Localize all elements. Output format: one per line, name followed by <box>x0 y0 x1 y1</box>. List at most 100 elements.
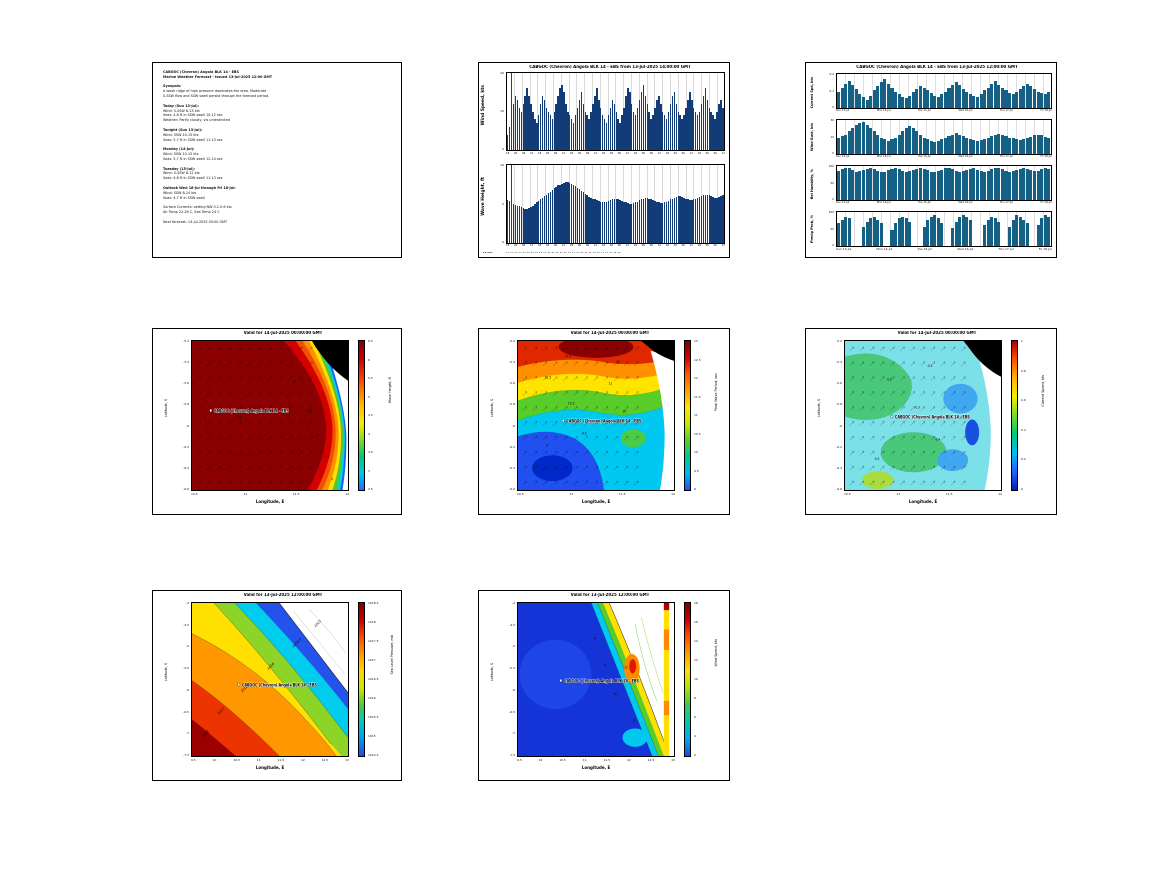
bar <box>619 123 621 150</box>
tick-label: 11 <box>896 492 901 496</box>
bar <box>1036 134 1040 154</box>
forecast-line: Air Temp 22-26 C, Sea Temp 24 C <box>163 210 220 215</box>
bar <box>1029 170 1033 200</box>
site-marker <box>890 414 894 419</box>
tick-label: 1015 <box>368 734 376 738</box>
site-label: CABGOC (Chevron) Angola BLK 14 - EBS <box>564 678 639 684</box>
bar <box>929 171 933 200</box>
bar <box>720 196 722 243</box>
tick-label: 00 <box>705 244 709 247</box>
map-title: Valid for 14-Jul-2025 00:00:00 GMT <box>570 330 650 335</box>
subplot0-yticks: 0.2 0.1 0 <box>823 73 834 109</box>
bar <box>954 221 958 246</box>
bar <box>702 195 705 243</box>
tick-label: Fri 18-Jul <box>1040 155 1052 158</box>
bar <box>636 201 639 243</box>
tick-label: 18 <box>569 244 574 247</box>
subplot1-axes <box>836 119 1052 155</box>
tick-label: -6 <box>512 687 515 692</box>
colorbar-label: Wind Speed, kts <box>714 639 718 667</box>
bar <box>530 207 532 243</box>
bar <box>975 97 979 108</box>
bar <box>584 111 586 150</box>
met-chart-panel: CABGOC (Chevron) Angola BLK 14 - EBS fro… <box>805 62 1057 258</box>
tick-label: Thu 17-Jul <box>998 247 1014 251</box>
bar <box>545 194 548 243</box>
lon-ticks: 9.5 10 10.5 11 11.5 12 12.5 13 <box>191 759 349 764</box>
forecast-line: Marine Weather Forecast - Issued 13-Jul-… <box>163 74 273 79</box>
bar <box>586 115 588 150</box>
bar <box>596 200 598 243</box>
bar <box>943 168 947 200</box>
wave-height-map: 6 5.5 5 4.5 4 3.5 CABGOC (Chevron) Angol… <box>192 341 348 490</box>
bar <box>876 170 880 200</box>
bar <box>1040 218 1044 246</box>
contour-label: 10.5 <box>568 401 575 405</box>
bar <box>926 139 930 154</box>
bar <box>879 82 883 108</box>
tick-label: 13 <box>671 758 675 762</box>
tick-label: 12 <box>300 758 305 762</box>
contour-label: 6 <box>594 636 596 640</box>
tick-label: -6.2 <box>183 444 189 449</box>
site-marker <box>209 408 213 413</box>
bar <box>926 90 930 108</box>
tick-label: 100 <box>828 164 834 168</box>
tick-label: 06 <box>649 244 654 247</box>
tick-label: 06 <box>617 244 622 247</box>
tick-label: 6.5 <box>368 339 373 343</box>
colorbar-label: Current Speed, kts <box>1041 375 1045 407</box>
map-title: Valid for 13-Jul-2025 12:00:00 GMT <box>570 592 650 597</box>
colorbar-ticks: 18 16 14 12 10 8 6 4 2 <box>694 602 710 757</box>
bar <box>894 91 898 108</box>
bar <box>1032 88 1036 108</box>
bar <box>890 87 894 108</box>
tick-label: 12.5 <box>647 758 655 762</box>
bar <box>936 170 940 200</box>
bar <box>549 115 552 150</box>
bar <box>968 139 972 154</box>
contour-label: 1015 <box>314 619 322 629</box>
bar <box>700 196 703 243</box>
map-plot: 1018 1017 1016.5 1016 1015.5 1015 CABGOC… <box>191 602 349 757</box>
bar <box>837 137 841 154</box>
bar <box>922 226 926 246</box>
bar <box>543 99 546 150</box>
wave-bars <box>507 165 724 243</box>
bar <box>516 99 519 150</box>
tick-label: 2.5 <box>368 487 373 491</box>
bar <box>975 169 979 200</box>
bar <box>861 169 865 200</box>
bar <box>869 128 873 154</box>
tick-label: 0.4 <box>1021 427 1026 432</box>
bar <box>872 131 876 154</box>
bar <box>613 103 615 150</box>
bar <box>605 201 608 243</box>
bar <box>951 84 955 108</box>
bar <box>958 171 962 200</box>
tick-label: 11 <box>694 413 698 417</box>
bar <box>897 169 901 200</box>
bar <box>951 134 955 154</box>
tick-label: 12 <box>593 244 598 247</box>
bar <box>901 97 905 108</box>
tick-label: 00 <box>609 244 614 247</box>
bar <box>1040 93 1044 108</box>
bar <box>1047 137 1051 154</box>
bar <box>623 107 625 150</box>
bar <box>687 99 689 150</box>
bar <box>522 207 524 243</box>
bar <box>704 88 707 150</box>
bar <box>886 170 890 200</box>
bar <box>662 111 664 150</box>
contour-label: 1016.5 <box>240 682 250 694</box>
bar <box>986 170 990 200</box>
bar <box>854 88 858 108</box>
forecast-line: S-SSW flow and SSW swell persist through… <box>163 94 270 99</box>
tick-label: 11 <box>243 492 248 496</box>
tick-label: 18 <box>537 152 542 155</box>
bar <box>541 96 544 150</box>
tick-label: 12.5 <box>321 758 329 762</box>
bar <box>512 103 515 150</box>
bar <box>894 223 898 246</box>
